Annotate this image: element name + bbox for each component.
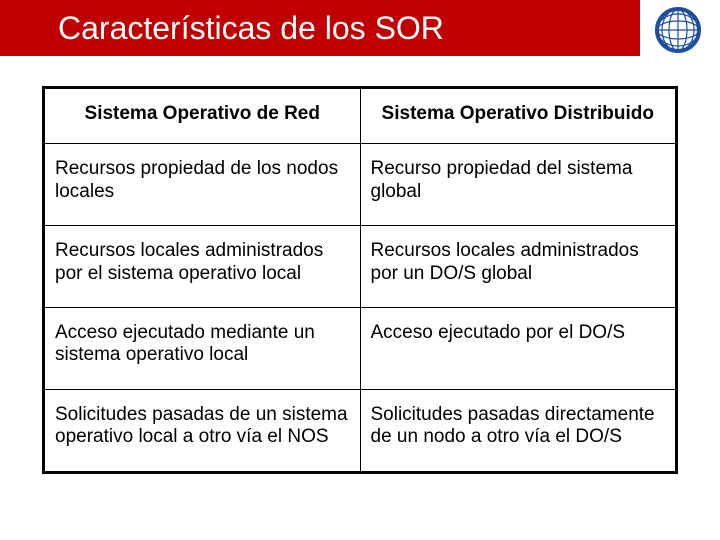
table-cell: Solicitudes pasadas directamente de un n… — [360, 389, 677, 472]
title-bar: Características de los SOR — [0, 0, 640, 56]
table-cell: Acceso ejecutado por el DO/S — [360, 308, 677, 390]
table-row: Acceso ejecutado mediante un sistema ope… — [44, 308, 677, 390]
table-cell: Recursos locales administrados por un DO… — [360, 226, 677, 308]
table-header-row: Sistema Operativo de Red Sistema Operati… — [44, 88, 677, 144]
column-header: Sistema Operativo de Red — [44, 88, 361, 144]
column-header: Sistema Operativo Distribuido — [360, 88, 677, 144]
table-cell: Solicitudes pasadas de un sistema operat… — [44, 389, 361, 472]
table-cell: Recurso propiedad del sistema global — [360, 144, 677, 226]
globe-icon — [654, 6, 702, 59]
table-cell: Recursos propiedad de los nodos locales — [44, 144, 361, 226]
table-cell: Acceso ejecutado mediante un sistema ope… — [44, 308, 361, 390]
table-row: Recursos locales administrados por el si… — [44, 226, 677, 308]
page-title: Características de los SOR — [58, 10, 444, 47]
table-row: Solicitudes pasadas de un sistema operat… — [44, 389, 677, 472]
content-area: Sistema Operativo de Red Sistema Operati… — [0, 56, 720, 474]
comparison-table: Sistema Operativo de Red Sistema Operati… — [42, 86, 678, 474]
table-row: Recursos propiedad de los nodos locales … — [44, 144, 677, 226]
table-cell: Recursos locales administrados por el si… — [44, 226, 361, 308]
